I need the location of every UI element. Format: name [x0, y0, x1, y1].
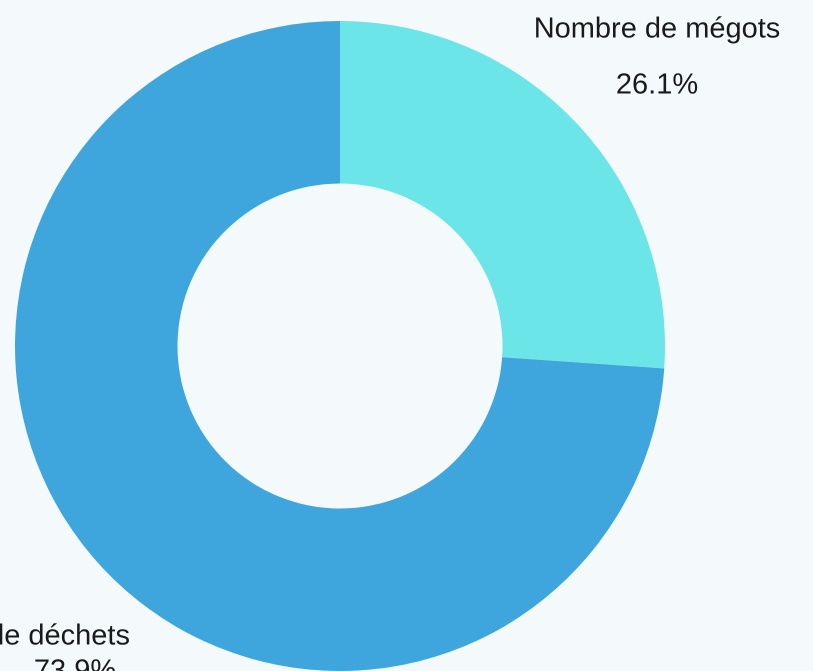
donut-slice	[15, 21, 665, 671]
slice-value-label: 73.9%	[34, 655, 116, 671]
donut-slice	[340, 21, 665, 369]
slice-label: Nombre de déchets	[0, 620, 130, 652]
slice-value-label: 26.1%	[616, 69, 698, 101]
slice-label: Nombre de mégots	[534, 13, 781, 45]
